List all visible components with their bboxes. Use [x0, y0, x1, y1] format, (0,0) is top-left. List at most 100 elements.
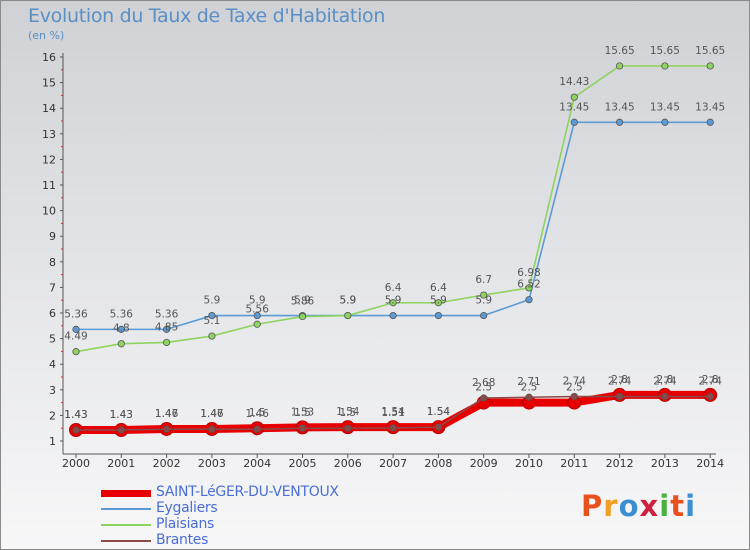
data-point-plaisians	[525, 284, 533, 292]
x-tick-label: 2010	[515, 457, 543, 470]
data-label: 13.45	[559, 101, 589, 113]
data-label: 4.8	[113, 323, 130, 335]
x-tick-label: 2002	[153, 457, 181, 470]
data-label: 5.1	[204, 315, 221, 327]
legend-swatch-plaisians	[101, 524, 151, 526]
data-label: 1.43	[110, 409, 133, 421]
data-point-eygaliers	[525, 296, 533, 304]
y-tick-label: 10	[42, 205, 56, 218]
data-point-eygaliers	[253, 311, 261, 320]
logo-letter: i	[659, 489, 671, 523]
data-point-plaisians	[117, 340, 125, 348]
data-label: 13.45	[650, 101, 680, 113]
data-point-brantes	[480, 394, 488, 402]
x-tick-label: 2004	[243, 457, 271, 470]
y-tick-label: 15	[42, 77, 56, 90]
y-tick-label: 2	[49, 409, 56, 422]
data-point-brantes	[344, 424, 352, 432]
data-labels: 1.43 1.43 1.47 1.47 1.5 1.53 1.54 1.54 1.542.5 2.…	[64, 45, 725, 421]
data-label: 5.36	[64, 308, 88, 320]
data-label: 5.9	[475, 295, 492, 307]
data-label: 1.5	[249, 407, 266, 419]
data-label: 1.46	[200, 408, 224, 420]
data-point-brantes	[163, 425, 171, 433]
data-label: 1.53	[291, 406, 314, 418]
y-tick-label: 13	[42, 128, 56, 141]
data-label: 5.9	[385, 295, 402, 307]
data-label: 6.98	[517, 267, 540, 279]
data-label: 15.65	[605, 45, 635, 57]
data-label: 1.46	[246, 408, 270, 420]
data-point-eygaliers	[615, 118, 624, 126]
data-label: 1.5	[294, 407, 311, 419]
y-tick-label: 3	[49, 384, 56, 397]
data-label: 1.47	[155, 408, 178, 420]
data-label: 2.74	[653, 375, 677, 387]
data-point-eygaliers	[72, 325, 80, 333]
y-tick-label: 5	[49, 333, 56, 346]
data-point-plaisians	[208, 332, 216, 340]
data-label: 6.7	[475, 274, 492, 286]
data-label: 2.8	[657, 374, 674, 386]
x-tick-label: 2013	[651, 457, 679, 470]
data-point-eygaliers	[163, 325, 171, 333]
data-label: 5.9	[430, 295, 447, 307]
x-tick-label: 2012	[606, 457, 634, 470]
x-tick-label: 2003	[198, 457, 226, 470]
data-label: 15.65	[695, 45, 725, 57]
data-point-brantes	[706, 392, 714, 401]
data-point-eygaliers	[480, 311, 488, 320]
data-label: 5.36	[155, 308, 179, 320]
data-point-eygaliers	[661, 118, 669, 126]
x-tick-label: 2006	[334, 457, 362, 470]
data-point-brantes	[570, 392, 578, 401]
logo-letter: r	[603, 489, 619, 523]
data-label: 5.9	[339, 295, 356, 307]
data-label: 6.4	[385, 282, 402, 294]
data-label: 1.5	[339, 407, 356, 419]
data-point-eygaliers	[389, 311, 397, 320]
data-point-eygaliers	[208, 311, 216, 320]
data-point-brantes	[615, 392, 624, 401]
data-label: 13.45	[605, 101, 635, 113]
legend-swatch-brantes	[101, 540, 151, 542]
data-label: 1.43	[64, 409, 87, 421]
y-tick-label: 4	[49, 358, 56, 371]
data-point-eygaliers	[434, 311, 442, 320]
y-tick-label: 1	[49, 435, 56, 448]
data-label: 15.65	[650, 45, 680, 57]
x-tick-label: 2008	[424, 457, 452, 470]
logo-letter: P	[581, 489, 604, 523]
data-label: 5.9	[249, 295, 266, 307]
x-tick-label: 2001	[107, 457, 135, 470]
logo-letter: t	[670, 489, 686, 523]
data-label: 5.36	[110, 308, 134, 320]
data-point-brantes	[298, 424, 307, 432]
y-tick-label: 11	[42, 179, 56, 192]
data-point-plaisians	[389, 299, 397, 307]
data-label: 1.43	[110, 409, 133, 421]
proxiti-logo: Proxiti	[581, 489, 696, 523]
data-label: 2.74	[563, 375, 587, 387]
legend-label-brantes: Brantes	[156, 532, 209, 548]
data-point-plaisians	[570, 93, 578, 101]
legend-swatch-saint-leger	[101, 490, 151, 497]
data-label: 2.74	[699, 375, 723, 387]
x-tick-label: 2000	[62, 457, 90, 470]
data-point-brantes	[117, 426, 125, 434]
y-tick-label: 7	[49, 281, 56, 294]
data-label: 5.56	[246, 303, 270, 315]
x-tick-label: 2007	[379, 457, 407, 470]
data-label: 2.5	[521, 382, 538, 394]
data-label: 2.8	[611, 374, 628, 386]
data-label: 2.5	[566, 382, 583, 394]
data-label: 4.49	[64, 331, 87, 343]
data-point-brantes	[72, 426, 80, 434]
data-label: 1.54	[336, 406, 360, 418]
data-label: 1.47	[200, 408, 223, 420]
data-label: 6.4	[430, 282, 447, 294]
x-tick-label: 2009	[470, 457, 498, 470]
data-point-plaisians	[434, 299, 442, 307]
